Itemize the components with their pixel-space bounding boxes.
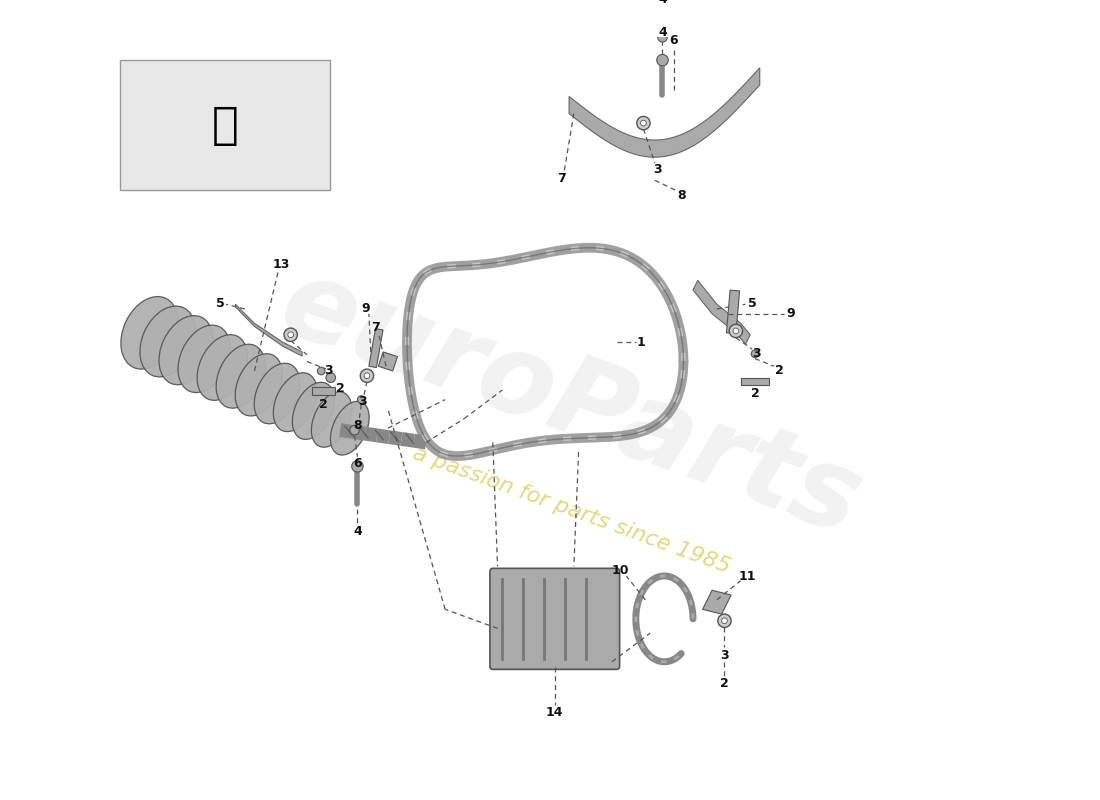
FancyBboxPatch shape xyxy=(490,568,619,670)
Ellipse shape xyxy=(311,392,352,447)
Text: 6: 6 xyxy=(670,34,679,46)
Text: 7: 7 xyxy=(557,172,565,185)
Text: 9: 9 xyxy=(362,302,371,314)
Text: 5: 5 xyxy=(748,297,757,310)
Bar xyxy=(120,60,330,190)
Text: 2: 2 xyxy=(720,677,729,690)
Ellipse shape xyxy=(254,363,299,424)
Circle shape xyxy=(350,426,360,435)
Polygon shape xyxy=(693,281,750,344)
Ellipse shape xyxy=(273,373,317,432)
Text: 2: 2 xyxy=(776,363,784,377)
Polygon shape xyxy=(569,68,760,157)
Circle shape xyxy=(657,54,668,66)
Circle shape xyxy=(718,614,732,627)
Ellipse shape xyxy=(216,344,265,408)
Polygon shape xyxy=(235,304,302,356)
Circle shape xyxy=(751,350,759,358)
Text: 🚙: 🚙 xyxy=(211,103,239,146)
Text: 4: 4 xyxy=(353,525,362,538)
Ellipse shape xyxy=(160,316,213,385)
Text: 11: 11 xyxy=(738,570,756,583)
Polygon shape xyxy=(368,329,383,367)
Circle shape xyxy=(358,396,365,403)
Circle shape xyxy=(318,367,324,374)
Text: 2: 2 xyxy=(336,382,344,394)
Text: 3: 3 xyxy=(358,395,366,408)
Text: a passion for parts since 1985: a passion for parts since 1985 xyxy=(409,443,733,577)
Polygon shape xyxy=(740,378,769,386)
Ellipse shape xyxy=(140,306,196,377)
Text: 7: 7 xyxy=(371,321,380,334)
Text: 3: 3 xyxy=(324,365,333,378)
Text: 8: 8 xyxy=(678,189,686,202)
Circle shape xyxy=(733,328,739,334)
Text: 2: 2 xyxy=(319,398,328,411)
Text: 8: 8 xyxy=(353,419,362,432)
Ellipse shape xyxy=(235,354,283,416)
Ellipse shape xyxy=(330,402,370,455)
Circle shape xyxy=(637,117,650,130)
Ellipse shape xyxy=(178,325,230,393)
Circle shape xyxy=(364,373,370,378)
Polygon shape xyxy=(703,590,732,614)
Circle shape xyxy=(658,33,668,42)
Circle shape xyxy=(361,369,374,382)
Circle shape xyxy=(640,120,647,126)
Circle shape xyxy=(729,324,743,338)
Text: 10: 10 xyxy=(612,564,629,577)
Text: 6: 6 xyxy=(353,457,362,470)
Polygon shape xyxy=(311,387,336,395)
Text: 2: 2 xyxy=(750,387,759,400)
Text: 9: 9 xyxy=(785,307,794,320)
Circle shape xyxy=(288,332,294,338)
Text: 4: 4 xyxy=(658,26,667,39)
Text: 3: 3 xyxy=(752,347,761,360)
Circle shape xyxy=(722,618,727,624)
Circle shape xyxy=(352,461,363,472)
Polygon shape xyxy=(726,290,739,334)
Text: 1: 1 xyxy=(636,336,645,349)
Text: 5: 5 xyxy=(216,297,224,310)
Text: 13: 13 xyxy=(273,258,289,270)
Ellipse shape xyxy=(121,297,178,369)
Text: 14: 14 xyxy=(546,706,563,718)
Ellipse shape xyxy=(197,334,248,400)
Text: 3: 3 xyxy=(653,163,662,176)
Polygon shape xyxy=(378,352,397,371)
Text: euroParts: euroParts xyxy=(266,249,876,558)
Text: 4: 4 xyxy=(658,0,667,6)
Circle shape xyxy=(284,328,297,342)
Text: 3: 3 xyxy=(720,649,729,662)
Circle shape xyxy=(326,373,336,382)
Ellipse shape xyxy=(293,382,334,439)
